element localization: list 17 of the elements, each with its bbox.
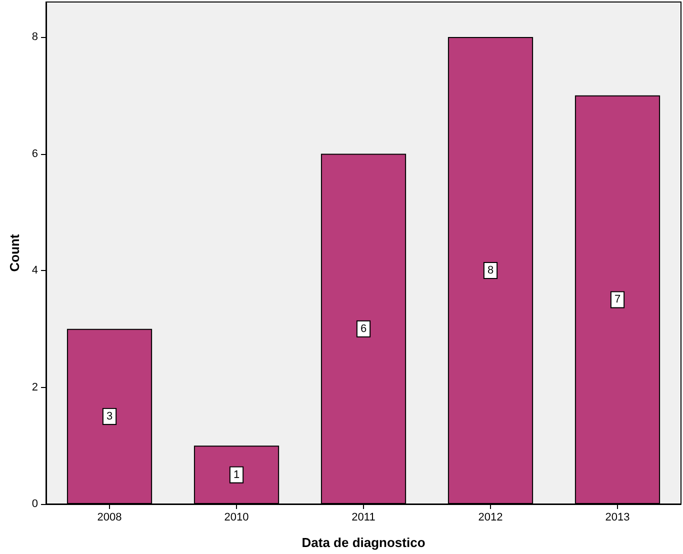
data-label: 7 bbox=[614, 294, 621, 306]
data-label: 8 bbox=[487, 264, 494, 277]
x-tick-label: 2013 bbox=[605, 512, 630, 524]
y-tick-label: 2 bbox=[32, 381, 38, 394]
x-tick-label: 2012 bbox=[478, 512, 503, 524]
data-label: 3 bbox=[106, 410, 113, 422]
y-axis-title: Count bbox=[7, 234, 22, 272]
data-label: 1 bbox=[233, 468, 240, 481]
x-tick-label: 2010 bbox=[224, 512, 249, 524]
y-tick-label: 0 bbox=[32, 498, 38, 510]
x-axis-title: Data de diagnostico bbox=[302, 535, 426, 550]
x-tick-label: 2008 bbox=[97, 512, 122, 524]
y-tick-label: 8 bbox=[32, 31, 38, 44]
x-tick-label: 2011 bbox=[352, 512, 376, 524]
data-label: 6 bbox=[360, 322, 367, 335]
y-tick-label: 4 bbox=[32, 264, 38, 277]
y-tick-label: 6 bbox=[32, 148, 38, 160]
